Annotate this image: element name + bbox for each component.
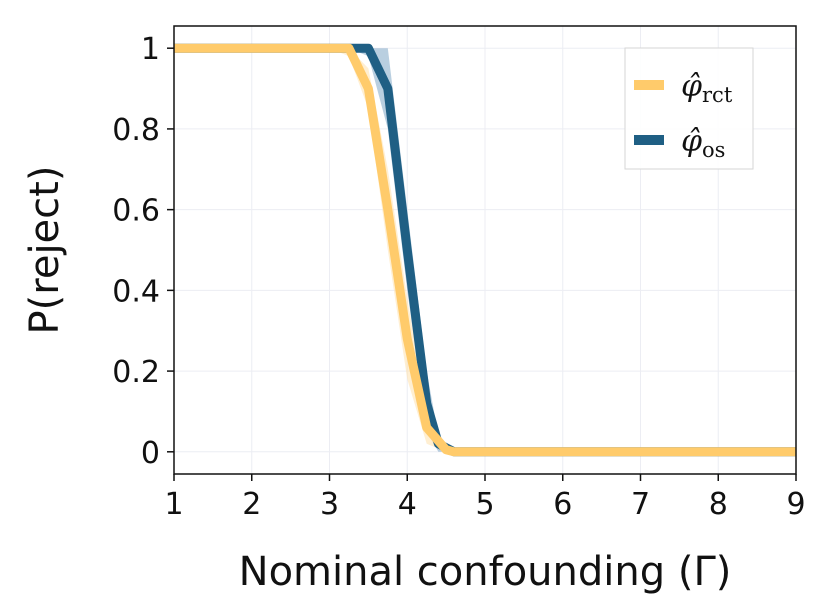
- x-tick-label: 5: [475, 487, 494, 522]
- y-tick-label: 1: [141, 32, 160, 67]
- series-lines: [174, 43, 796, 457]
- x-axis-ticks: 1 2 3 4 5 6 7 8 9: [164, 474, 806, 522]
- y-tick-label: 0.2: [112, 355, 160, 390]
- y-axis-label: P(reject): [22, 166, 68, 335]
- x-tick-label: 1: [164, 487, 183, 522]
- y-tick-label: 0: [141, 436, 160, 471]
- legend-box: [624, 47, 754, 170]
- y-tick-label: 0.6: [112, 194, 160, 229]
- y-axis-ticks: 0 0.2 0.4 0.6 0.8 1: [112, 32, 174, 471]
- legend-label-rct: φ̂rct: [681, 69, 733, 107]
- x-tick-label: 8: [709, 487, 728, 522]
- legend: φ̂rct φ̂os: [624, 47, 754, 170]
- x-tick-label: 3: [320, 487, 339, 522]
- series-line-rct: [174, 43, 796, 457]
- x-tick-label: 7: [631, 487, 650, 522]
- x-axis-label: Nominal confounding (Γ): [239, 549, 732, 595]
- x-tick-label: 9: [786, 487, 805, 522]
- x-tick-label: 4: [398, 487, 417, 522]
- x-tick-label: 6: [553, 487, 572, 522]
- y-tick-label: 0.4: [112, 274, 160, 309]
- legend-label-os: φ̂os: [681, 124, 725, 162]
- x-tick-label: 2: [242, 487, 261, 522]
- y-tick-label: 0.8: [112, 113, 160, 148]
